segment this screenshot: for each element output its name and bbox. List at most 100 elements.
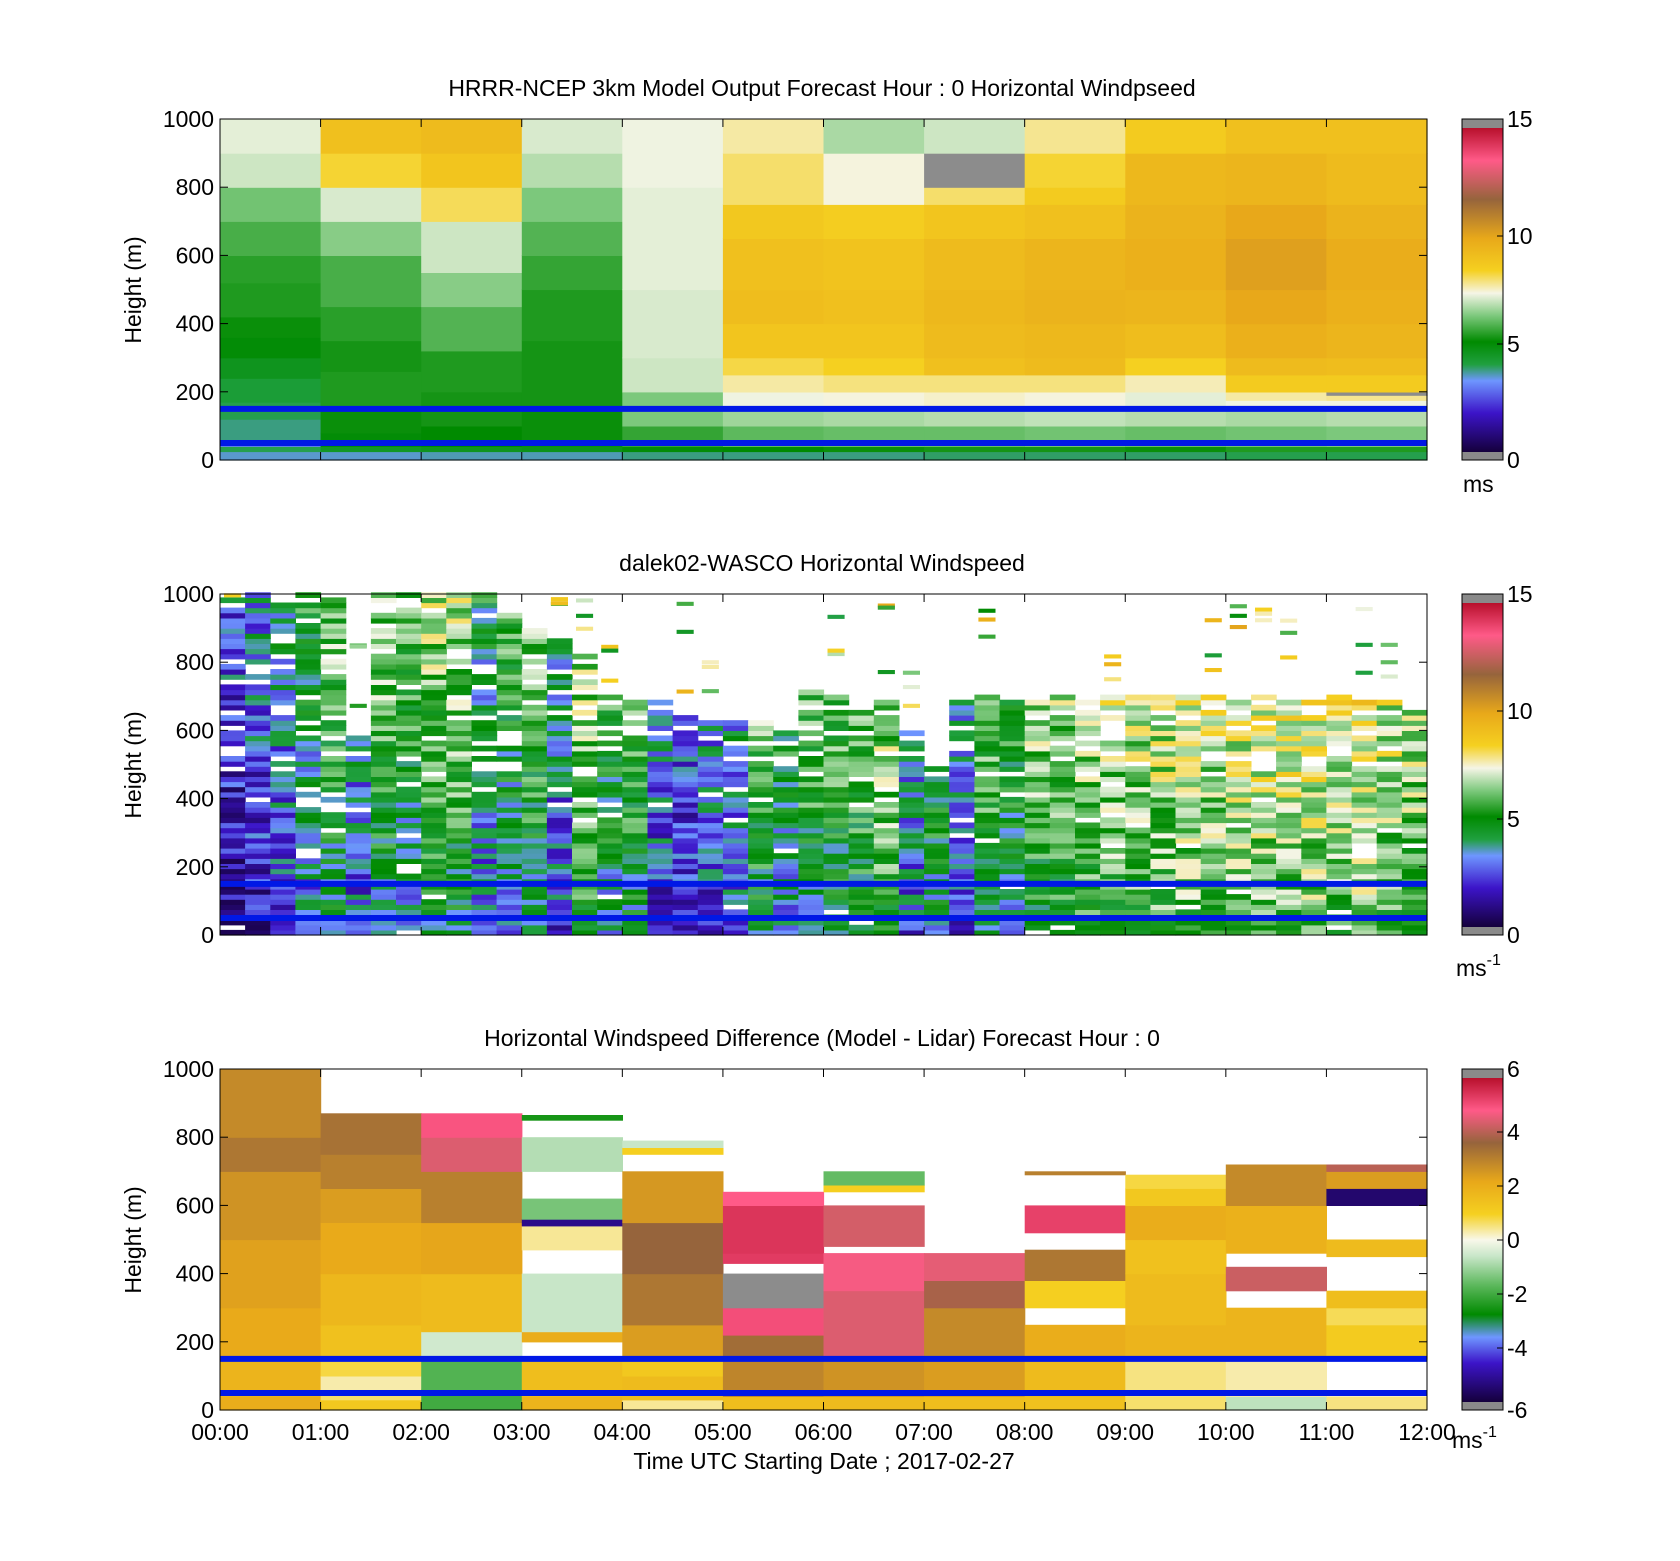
panel-lidar-cell bbox=[295, 709, 322, 716]
panel-lidar-cell bbox=[521, 873, 548, 880]
panel-model-cell bbox=[421, 306, 523, 352]
panel-difference-cell bbox=[1326, 1324, 1428, 1360]
panel-lidar-cell bbox=[1251, 842, 1277, 849]
panel-model-cell bbox=[220, 316, 322, 338]
panel-lidar-cell bbox=[1351, 832, 1378, 839]
panel-lidar-cell bbox=[1100, 904, 1126, 910]
panel-lidar-cell bbox=[622, 919, 648, 926]
panel-lidar-cell bbox=[245, 766, 271, 772]
panel-lidar-cell bbox=[370, 899, 397, 905]
panel-model-cell bbox=[1125, 323, 1227, 359]
panel-lidar-cell bbox=[396, 904, 422, 910]
panel-lidar-cell bbox=[1175, 776, 1202, 783]
panel-lidar-cell bbox=[572, 853, 598, 859]
panel-lidar-cell bbox=[1225, 776, 1252, 783]
panel-lidar-cell bbox=[848, 786, 875, 793]
panel-lidar-cell bbox=[622, 756, 648, 762]
panel-lidar-cell bbox=[1401, 796, 1428, 803]
panel-model-cell bbox=[220, 153, 322, 188]
panel-lidar-cell bbox=[974, 730, 1001, 737]
panel-lidar-cell bbox=[1326, 822, 1353, 829]
panel-lidar-cell bbox=[697, 786, 724, 793]
panel-lidar-cell bbox=[974, 868, 1001, 875]
panel-lidar-cell bbox=[1150, 837, 1177, 844]
panel-lidar-cell bbox=[446, 607, 472, 614]
panel-difference-cell bbox=[823, 1184, 925, 1193]
panel-lidar-cell bbox=[1100, 863, 1126, 870]
panel-lidar-cell bbox=[320, 868, 347, 875]
panel-lidar-cell bbox=[898, 745, 925, 752]
panel-lidar-cell bbox=[1049, 848, 1076, 854]
panel-difference-colorbar-tick-label: 4 bbox=[1507, 1119, 1520, 1145]
panel-lidar-cell bbox=[446, 617, 472, 624]
panel-lidar-cell bbox=[245, 623, 271, 629]
panel-lidar-cell bbox=[1401, 709, 1428, 716]
panel-lidar-cell bbox=[220, 607, 246, 614]
panel-lidar-cell bbox=[1175, 863, 1202, 870]
panel-lidar-cell bbox=[295, 735, 322, 742]
panel-lidar-cell bbox=[1100, 694, 1126, 701]
panel-lidar-cell bbox=[521, 674, 548, 680]
panel-lidar-cell bbox=[270, 658, 296, 665]
panel-lidar-cell bbox=[1100, 827, 1126, 834]
panel-difference-cell bbox=[320, 1358, 422, 1377]
panel-lidar-cell bbox=[421, 633, 447, 639]
panel-lidar-cell bbox=[974, 786, 1001, 793]
panel-lidar-cell bbox=[1024, 756, 1051, 762]
panel-model-cell bbox=[622, 289, 724, 359]
panel-lidar-cell bbox=[898, 802, 925, 808]
panel-lidar-cell bbox=[622, 776, 648, 783]
panel-lidar-cell bbox=[1075, 899, 1101, 905]
panel-lidar-cell bbox=[1376, 848, 1403, 854]
panel-lidar-cell bbox=[1225, 904, 1252, 910]
panel-lidar-cell bbox=[521, 832, 548, 839]
panel-model-cell bbox=[521, 446, 623, 453]
panel-lidar-cell bbox=[496, 643, 523, 650]
panel-lidar-cell bbox=[924, 807, 950, 813]
panel-difference-cell bbox=[1024, 1171, 1126, 1176]
panel-lidar-cell bbox=[672, 873, 699, 880]
panel-lidar-cell bbox=[1125, 924, 1151, 931]
panel-lidar-cell bbox=[471, 802, 498, 808]
panel-lidar-cell bbox=[1326, 802, 1353, 808]
panel-lidar-cell bbox=[597, 873, 623, 880]
panel-lidar-cell bbox=[370, 827, 397, 834]
panel-lidar-cell bbox=[546, 929, 573, 936]
panel-lidar-cell bbox=[873, 848, 900, 854]
panel-lidar-cell bbox=[1175, 827, 1202, 834]
panel-lidar-cell bbox=[1251, 709, 1277, 716]
panel-lidar-cell bbox=[245, 715, 271, 721]
panel-lidar-cell bbox=[1200, 786, 1227, 793]
panel-lidar-cell bbox=[546, 822, 573, 829]
panel-lidar-cell bbox=[295, 674, 322, 680]
panel-model-cell bbox=[924, 323, 1026, 359]
panel-lidar-cell bbox=[1376, 842, 1403, 849]
panel-lidar-cell bbox=[748, 766, 774, 772]
panel-model-cell bbox=[1125, 153, 1227, 205]
panel-model-cell bbox=[722, 153, 825, 205]
panel-lidar-cell bbox=[1326, 899, 1353, 905]
panel-lidar-cell bbox=[773, 899, 799, 905]
panel-lidar-cell bbox=[295, 643, 322, 650]
panel-lidar-cell bbox=[1276, 725, 1302, 731]
panel-lidar-cell bbox=[848, 720, 875, 726]
panel-lidar-cell bbox=[898, 812, 925, 818]
panel-lidar-cell bbox=[496, 771, 523, 777]
panel-lidar-cell bbox=[521, 628, 548, 634]
panel-lidar-cell bbox=[597, 899, 623, 905]
x-tick-label: 03:00 bbox=[493, 1419, 551, 1445]
panel-lidar-cell bbox=[1150, 909, 1177, 916]
panel-model-cell bbox=[320, 340, 422, 372]
panel-lidar-cell bbox=[823, 807, 850, 813]
panel-lidar-cell bbox=[572, 848, 598, 854]
panel-model-y-tick-label: 400 bbox=[176, 311, 214, 337]
panel-lidar-cell bbox=[396, 658, 422, 665]
panel-lidar-cell bbox=[295, 822, 322, 829]
panel-lidar-cell bbox=[1351, 745, 1378, 752]
panel-lidar-y-tick-label: 600 bbox=[176, 717, 214, 743]
panel-lidar-colorbar-unit-sup: -1 bbox=[1487, 952, 1501, 969]
panel-lidar-cell bbox=[924, 796, 950, 803]
panel-lidar-cell bbox=[672, 904, 699, 910]
panel-lidar-cell bbox=[270, 674, 296, 680]
panel-difference-cell bbox=[622, 1140, 724, 1148]
